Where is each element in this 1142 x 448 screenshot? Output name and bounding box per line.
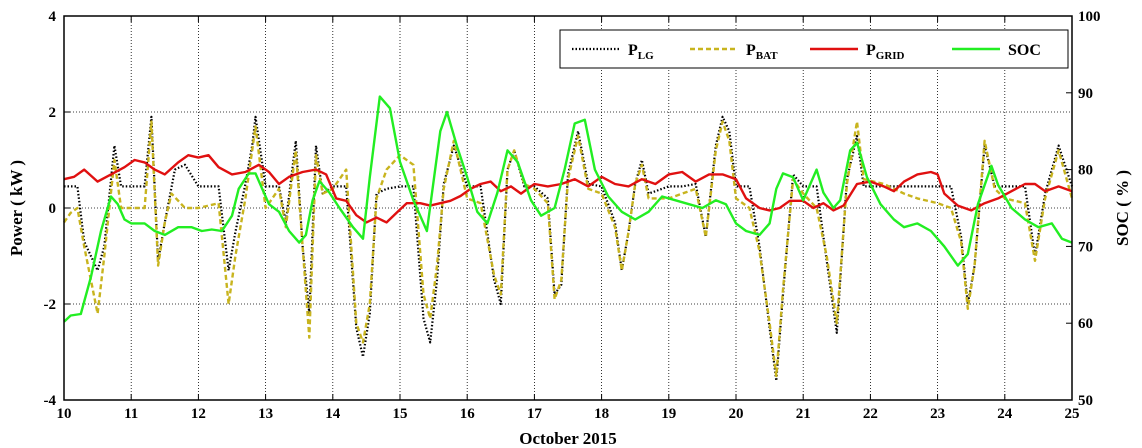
legend-name: P <box>866 42 876 59</box>
y-axis-left-title: Power ( kW ) <box>7 160 26 256</box>
y-right-tick-label: 60 <box>1078 316 1093 332</box>
series-p-grid-legend-label: PGRID <box>866 42 905 62</box>
grid-lines <box>64 16 1072 400</box>
series-p-bat-line <box>63 120 1074 378</box>
y-left-tick-label: 0 <box>49 201 57 217</box>
series-lines <box>63 95 1074 382</box>
x-tick-label: 18 <box>594 406 609 422</box>
x-tick-label: 23 <box>930 406 945 422</box>
y-left-tick-label: 2 <box>49 105 57 121</box>
legend: PLG PBAT PGRID SOC <box>559 29 1069 69</box>
legend-subscript: GRID <box>876 50 905 62</box>
y-right-tick-label: 80 <box>1078 163 1093 179</box>
series-p-lg-legend-label: PLG <box>628 42 654 62</box>
x-tick-label: 16 <box>460 406 476 422</box>
x-tick-label: 10 <box>57 406 72 422</box>
x-tick-label: 20 <box>729 406 744 422</box>
x-tick-label: 14 <box>325 406 341 422</box>
y-right-tick-label: 100 <box>1078 9 1101 25</box>
x-tick-label: 11 <box>124 406 138 422</box>
y-right-tick-label: 90 <box>1078 86 1093 102</box>
y-right-tick-label: 50 <box>1078 393 1093 409</box>
legend-name: P <box>628 42 638 59</box>
x-tick-label: 19 <box>661 406 676 422</box>
series-p-bat-legend-label: PBAT <box>746 42 778 62</box>
x-tick-label: 22 <box>863 406 878 422</box>
x-tick-label: 12 <box>191 406 206 422</box>
x-axis-title: October 2015 <box>519 429 616 448</box>
axis-ticks: 10 11 12 13 14 15 16 17 18 19 20 21 22 23 24 25-4-20245… <box>44 9 1101 422</box>
x-tick-label: 15 <box>393 406 408 422</box>
legend-name: P <box>746 42 756 59</box>
y-left-tick-label: -4 <box>44 393 57 409</box>
y-axis-right-title: SOC ( % ) <box>1113 170 1132 246</box>
y-right-tick-label: 70 <box>1078 239 1093 255</box>
x-tick-label: 24 <box>997 406 1013 422</box>
series-p-grid-line <box>63 154 1073 224</box>
legend-name: SOC <box>1008 42 1041 59</box>
series-soc-line <box>63 95 1073 323</box>
series-soc-legend-label: SOC <box>1008 42 1041 59</box>
series-p-lg-line <box>64 115 1074 382</box>
legend-subscript: LG <box>638 50 654 62</box>
y-left-tick-label: -2 <box>44 297 57 313</box>
x-tick-label: 25 <box>1065 406 1080 422</box>
x-tick-label: 17 <box>527 406 543 422</box>
y-left-tick-label: 4 <box>49 9 57 25</box>
x-tick-label: 21 <box>796 406 811 422</box>
x-tick-label: 13 <box>258 406 273 422</box>
legend-subscript: BAT <box>756 50 778 62</box>
